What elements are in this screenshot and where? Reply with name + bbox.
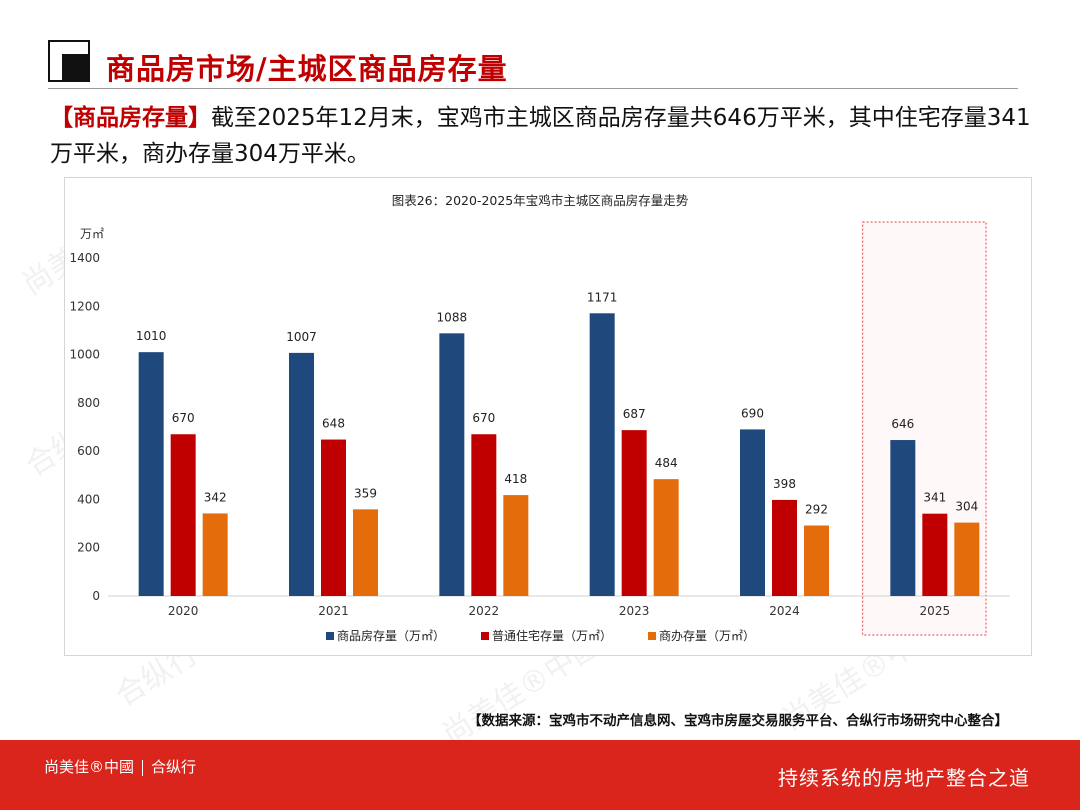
data-label: 418 <box>504 472 527 486</box>
x-tick-label: 2020 <box>168 604 199 618</box>
summary-text: 截至2025年12月末，宝鸡市主城区商品房存量共646万平米，其中住宅存量341… <box>50 105 1031 167</box>
x-tick-label: 2024 <box>769 604 800 618</box>
y-tick-label: 1000 <box>69 348 100 362</box>
bar-2025-series-1 <box>890 440 916 596</box>
legend-swatch <box>481 632 489 640</box>
bar-2024-series-2 <box>772 499 797 596</box>
y-tick-label: 800 <box>77 396 100 410</box>
bar-2021-series-3 <box>353 509 378 596</box>
data-label: 690 <box>741 406 764 420</box>
y-tick-label: 400 <box>77 492 100 506</box>
y-tick-label: 1400 <box>69 251 100 265</box>
bar-2020-series-3 <box>202 513 228 596</box>
x-tick-label: 2022 <box>469 604 500 618</box>
legend-label: 商品房存量（万㎡） <box>337 628 445 643</box>
bar-2024-series-1 <box>740 429 765 596</box>
bar-2023-series-3 <box>653 479 679 596</box>
bar-2021-series-2 <box>321 439 346 596</box>
y-tick-label: 0 <box>92 589 100 603</box>
bar-2024-series-3 <box>804 525 829 596</box>
data-label: 1171 <box>587 290 618 304</box>
chart-title: 图表26：2020-2025年宝鸡市主城区商品房存量走势 <box>391 193 689 208</box>
y-axis-unit: 万㎡ <box>80 227 104 241</box>
data-label: 1007 <box>286 330 317 344</box>
summary-paragraph: 【商品房存量】截至2025年12月末，宝鸡市主城区商品房存量共646万平米，其中… <box>50 100 1040 172</box>
data-label: 292 <box>805 503 828 517</box>
legend-label: 普通住宅存量（万㎡） <box>492 628 612 643</box>
bar-2020-series-2 <box>170 434 196 596</box>
data-label: 670 <box>172 411 195 425</box>
x-tick-label: 2021 <box>318 604 349 618</box>
data-label: 670 <box>472 411 495 425</box>
bar-2023-series-1 <box>589 313 615 596</box>
y-tick-label: 200 <box>77 541 100 555</box>
data-label: 484 <box>655 456 678 470</box>
footer-brand: 尚美佳®中國 合纵行 <box>44 756 196 777</box>
y-tick-label: 1200 <box>69 299 100 313</box>
data-label: 646 <box>891 417 914 431</box>
title-square-icon <box>48 40 90 82</box>
bar-2022-series-2 <box>471 434 497 596</box>
brand-logo-left: 尚美佳®中國 <box>44 758 135 776</box>
x-tick-label: 2023 <box>619 604 650 618</box>
y-tick-label: 600 <box>77 444 100 458</box>
data-label: 687 <box>623 407 646 421</box>
bar-2025-series-2 <box>922 513 948 596</box>
footer-bar: 尚美佳®中國 合纵行 持续系统的房地产整合之道 <box>0 740 1080 810</box>
footer-slogan: 持续系统的房地产整合之道 <box>778 766 1030 790</box>
bar-2021-series-1 <box>289 352 314 596</box>
legend-label: 商办存量（万㎡） <box>659 628 755 643</box>
data-label: 648 <box>322 417 345 431</box>
bar-2022-series-3 <box>503 495 529 596</box>
summary-tag: 【商品房存量】 <box>50 105 211 131</box>
x-tick-label: 2025 <box>920 604 951 618</box>
legend-swatch <box>326 632 334 640</box>
bar-2020-series-1 <box>138 352 164 596</box>
data-label: 398 <box>773 477 796 491</box>
page-title: 商品房市场/主城区商品房存量 <box>106 52 508 86</box>
data-label: 359 <box>354 486 377 500</box>
bar-2023-series-2 <box>621 430 647 596</box>
title-divider <box>48 88 1018 89</box>
bar-2025-series-3 <box>954 522 980 596</box>
bar-2022-series-1 <box>439 333 465 596</box>
legend-swatch <box>648 632 656 640</box>
data-label: 304 <box>955 500 978 514</box>
data-source-note: 【数据来源：宝鸡市不动产信息网、宝鸡市房屋交易服务平台、合纵行市场研究中心整合】 <box>468 713 1008 729</box>
data-label: 1088 <box>437 310 468 324</box>
data-label: 342 <box>204 490 227 504</box>
brand-logo-right: 合纵行 <box>151 758 197 776</box>
data-label: 341 <box>923 491 946 505</box>
data-label: 1010 <box>136 329 167 343</box>
